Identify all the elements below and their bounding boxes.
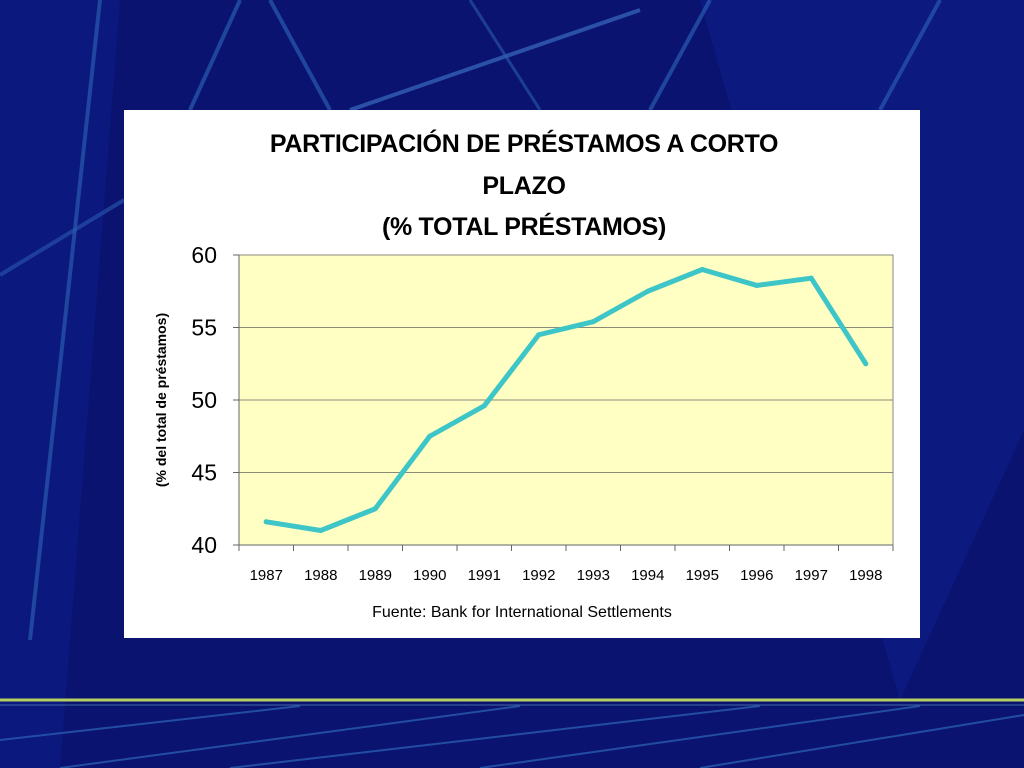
data-point	[754, 282, 760, 288]
series-layer	[263, 267, 869, 533]
x-tick-label: 1991	[468, 567, 501, 584]
axes: 40 45 50 55 60 1987 1988 1989 1990 1991 1992 1993 19…	[191, 242, 894, 584]
x-tick-label: 1995	[686, 567, 719, 584]
x-tick-label: 1988	[304, 567, 337, 584]
y-tick-label: 60	[191, 242, 217, 268]
line-chart: 40 45 50 55 60 1987 1988 1989 1990 1991 1992 1993 19…	[153, 242, 894, 584]
x-tick-label: 1990	[413, 567, 446, 584]
x-tick-label: 1989	[359, 567, 392, 584]
data-point	[863, 361, 869, 367]
data-point	[263, 519, 269, 525]
data-point	[808, 275, 814, 281]
x-tick-label: 1993	[577, 567, 610, 584]
y-tick-label: 45	[191, 460, 217, 486]
data-point	[318, 528, 324, 533]
y-axis-label: (% del total de préstamos)	[153, 313, 169, 487]
y-tick-label: 40	[191, 532, 217, 558]
y-tick-label: 50	[191, 387, 217, 413]
x-tick-label: 1992	[522, 567, 555, 584]
chart-panel: PARTICIPACIÓN DE PRÉSTAMOS A CORTO PLAZO…	[124, 110, 920, 638]
chart-title-line-3: (% TOTAL PRÉSTAMOS)	[381, 213, 667, 241]
x-tick-label: 1994	[631, 567, 664, 584]
series-line	[263, 267, 869, 533]
data-point	[699, 267, 705, 272]
data-point	[645, 288, 651, 294]
x-tick-label: 1987	[250, 567, 283, 584]
x-tick-label: 1998	[849, 567, 882, 584]
data-point	[536, 332, 542, 338]
data-point	[372, 506, 378, 512]
chart-title-line-2: PLAZO	[482, 172, 566, 200]
source-note: Fuente: Bank for International Settlemen…	[372, 604, 672, 621]
data-point	[427, 433, 433, 439]
data-point	[481, 403, 487, 409]
x-tick-label: 1996	[740, 567, 773, 584]
y-tick-label: 55	[191, 315, 217, 341]
chart-title-line-1: PARTICIPACIÓN DE PRÉSTAMOS A CORTO	[269, 130, 779, 158]
x-tick-label: 1997	[795, 567, 828, 584]
data-point	[590, 319, 596, 325]
